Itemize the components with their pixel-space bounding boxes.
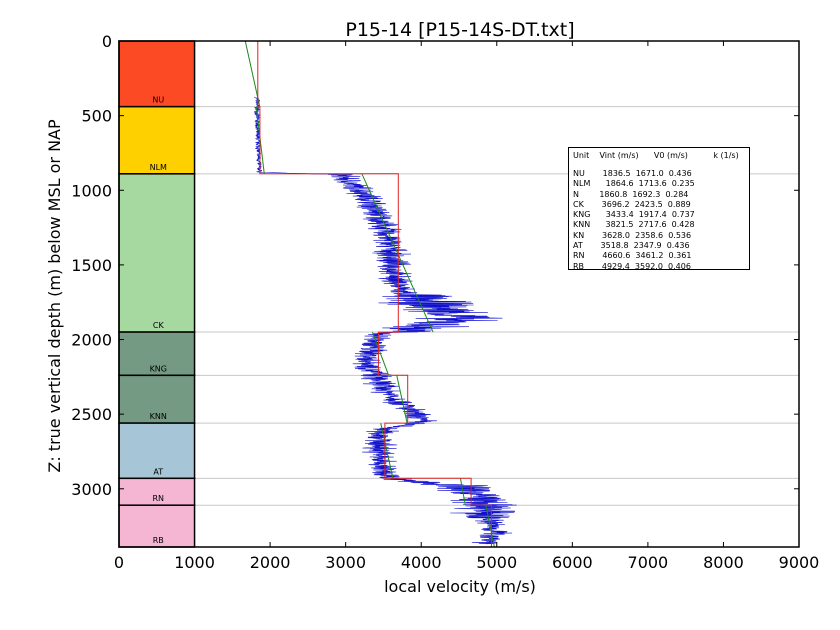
- x-tick-label: 7000: [628, 553, 669, 572]
- velocity-table-row: KNG 3433.4 1917.4 0.737: [573, 210, 695, 220]
- velocity-table-row: KNN 3821.5 2717.6 0.428: [573, 220, 695, 230]
- v0k-model-segment: [485, 505, 495, 548]
- x-tick-label: 9000: [779, 553, 820, 572]
- v0k-model-segment: [380, 423, 394, 479]
- v0k-model-segment: [371, 331, 390, 376]
- unit-block-at: [118, 422, 196, 480]
- interval-velocity-line: [257, 41, 492, 547]
- v0k-model-segment: [361, 173, 434, 333]
- y-tick-label: 2000: [71, 331, 112, 350]
- plot-frame: [118, 40, 800, 548]
- velocity-log-line: [253, 97, 517, 545]
- velocity-table-row: NU 1836.5 1671.0 0.436: [573, 169, 692, 178]
- y-tick-label: 2500: [71, 405, 112, 424]
- x-tick-label: 8000: [703, 553, 744, 572]
- x-tick-label: 6000: [552, 553, 593, 572]
- velocity-table-row: CK 3696.2 2423.5 0.889: [573, 199, 691, 209]
- y-axis-label: Z: true vertical depth (m) below MSL or …: [45, 119, 64, 473]
- unit-block-nlm: [118, 105, 196, 175]
- velocity-table-row: KN 3628.0 2358.6 0.536: [573, 230, 692, 240]
- unit-label-kng: KNG: [150, 364, 167, 373]
- velocity-table-row: RB 4929.4 3592.0 0.406: [573, 261, 691, 271]
- y-tick-label: 1500: [71, 256, 112, 275]
- unit-label-knn: KNN: [150, 412, 167, 421]
- velocity-table-row: RN 4660.6 3461.2 0.361: [573, 251, 692, 261]
- v0k-model-segment: [396, 375, 408, 424]
- unit-block-rb: [118, 504, 196, 548]
- chart-title: P15-14 [P15-14S-DT.txt]: [345, 19, 574, 41]
- x-tick-label: 4000: [401, 553, 442, 572]
- unit-label-rb: RB: [153, 536, 164, 545]
- y-tick-label: 0: [102, 32, 112, 51]
- y-tick-label: 500: [81, 107, 112, 126]
- velocity-table-row: NLM 1864.6 1713.6 0.235: [573, 179, 695, 189]
- x-tick-label: 0: [114, 553, 124, 572]
- v0k-model-segment: [459, 478, 466, 506]
- unit-label-rn: RN: [153, 494, 165, 503]
- x-tick-label: 5000: [476, 553, 517, 572]
- unit-block-kng: [118, 331, 196, 377]
- unit-block-ck: [118, 173, 196, 333]
- velocity-table: Unit Vint (m/s) V0 (m/s) k (1/s) NU 1836…: [568, 147, 750, 271]
- x-tick-label: 1000: [174, 553, 215, 572]
- velocity-table-header: Unit Vint (m/s) V0 (m/s) k (1/s): [573, 151, 739, 160]
- x-tick-label: 3000: [325, 553, 366, 572]
- unit-label-at: AT: [153, 467, 163, 476]
- x-axis-label: local velocity (m/s): [384, 577, 536, 596]
- y-tick-label: 3000: [71, 480, 112, 499]
- unit-label-nu: NU: [152, 96, 164, 105]
- velocity-table-row: N 1860.8 1692.3 0.284: [573, 189, 689, 199]
- unit-label-nlm: NLM: [150, 163, 167, 172]
- y-tick-label: 1000: [71, 181, 112, 200]
- x-tick-label: 2000: [250, 553, 291, 572]
- velocity-table-row: AT 3518.8 2347.9 0.436: [573, 241, 690, 251]
- unit-label-ck: CK: [153, 321, 165, 330]
- unit-block-rn: [118, 477, 196, 506]
